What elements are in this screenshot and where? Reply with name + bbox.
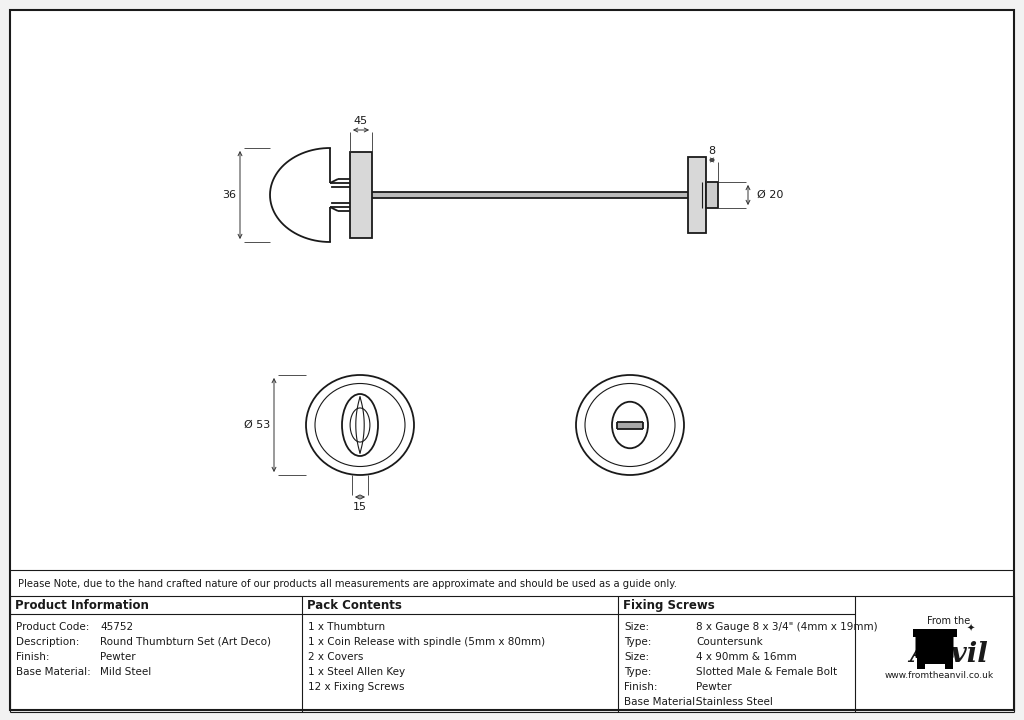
Bar [944,659,952,669]
FancyBboxPatch shape [915,634,953,658]
Text: From the: From the [927,616,970,626]
Text: 8: 8 [709,146,716,156]
Text: 12 x Fixing Screws: 12 x Fixing Screws [308,682,404,692]
Text: Description:: Description: [16,637,80,647]
Text: Mild Steel: Mild Steel [100,667,152,677]
Text: 45752: 45752 [100,622,133,632]
Bar [916,657,952,664]
Text: Pewter: Pewter [696,682,731,692]
Text: Type:: Type: [624,667,651,677]
Text: Round Thumbturn Set (Art Deco): Round Thumbturn Set (Art Deco) [100,637,271,647]
Bar [617,421,643,428]
Bar [916,659,925,669]
Text: Product Code:: Product Code: [16,622,89,632]
Bar [350,152,372,238]
Text: Finish:: Finish: [624,682,657,692]
Text: ✦: ✦ [967,624,975,634]
Bar [706,182,718,208]
Text: Size:: Size: [624,652,649,662]
Ellipse shape [612,402,648,449]
Text: 45: 45 [354,116,368,126]
Text: Base Material:: Base Material: [16,667,91,677]
Ellipse shape [585,384,675,467]
Text: 1 x Steel Allen Key: 1 x Steel Allen Key [308,667,406,677]
Ellipse shape [306,375,414,475]
Text: Product Information: Product Information [15,599,148,612]
Bar [912,629,956,637]
Text: 1 x Coin Release with spindle (5mm x 80mm): 1 x Coin Release with spindle (5mm x 80m… [308,637,545,647]
Text: Pack Contents: Pack Contents [307,599,401,612]
Text: Pewter: Pewter [100,652,135,662]
Text: Countersunk: Countersunk [696,637,763,647]
Text: Finish:: Finish: [16,652,49,662]
Text: www.fromtheanvil.co.uk: www.fromtheanvil.co.uk [885,671,994,680]
Text: 15: 15 [353,502,367,512]
Text: 36: 36 [222,190,236,200]
Bar [372,192,688,198]
Text: Please Note, due to the hand crafted nature of our products all measurements are: Please Note, due to the hand crafted nat… [18,579,677,589]
Text: Slotted Male & Female Bolt: Slotted Male & Female Bolt [696,667,838,677]
Bar [688,157,706,233]
Text: Type:: Type: [624,637,651,647]
Text: 2 x Covers: 2 x Covers [308,652,364,662]
Text: 1 x Thumbturn: 1 x Thumbturn [308,622,385,632]
Ellipse shape [342,394,378,456]
Text: Size:: Size: [624,622,649,632]
Ellipse shape [315,384,406,467]
Text: 4 x 90mm & 16mm: 4 x 90mm & 16mm [696,652,797,662]
Text: Stainless Steel: Stainless Steel [696,697,773,707]
Text: Ø 53: Ø 53 [244,420,270,430]
Text: Anvil: Anvil [909,642,988,668]
Ellipse shape [575,375,684,475]
Ellipse shape [350,408,370,442]
Text: 8 x Gauge 8 x 3/4" (4mm x 19mm): 8 x Gauge 8 x 3/4" (4mm x 19mm) [696,622,878,632]
Text: Base Material:: Base Material: [624,697,698,707]
Text: Ø 20: Ø 20 [757,190,783,200]
Text: Fixing Screws: Fixing Screws [623,599,715,612]
